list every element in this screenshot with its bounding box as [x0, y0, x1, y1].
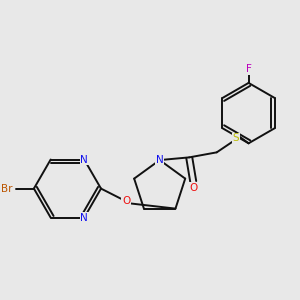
Text: O: O	[122, 196, 130, 206]
Text: F: F	[246, 64, 251, 74]
Text: N: N	[156, 155, 164, 165]
Text: Br: Br	[1, 184, 13, 194]
Text: S: S	[233, 133, 239, 143]
Text: O: O	[189, 183, 197, 193]
Text: N: N	[80, 154, 88, 164]
Text: N: N	[80, 213, 88, 223]
